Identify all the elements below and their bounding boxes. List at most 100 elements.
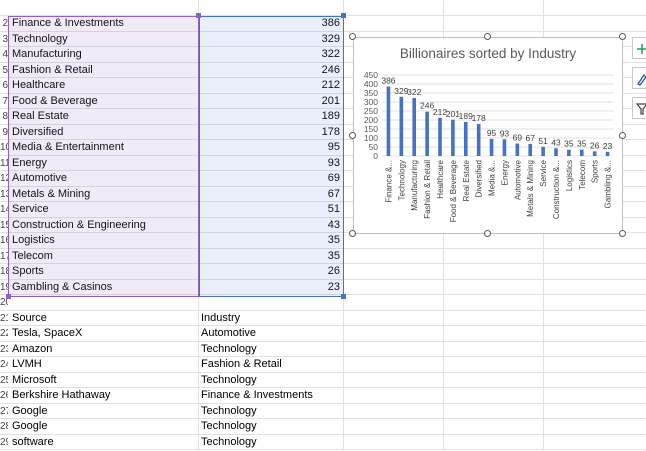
cell[interactable]: Microsoft [8,372,199,387]
cell[interactable] [444,248,544,263]
cell[interactable] [444,403,544,418]
cell[interactable]: Construction & Engineering [8,217,199,232]
cell[interactable] [544,326,646,341]
cell[interactable] [544,249,646,264]
chart-styles-icon[interactable] [632,67,646,89]
cell[interactable]: Google [8,403,199,418]
cell[interactable]: Energy [8,155,199,170]
cell[interactable] [444,310,544,325]
cell[interactable] [544,342,646,357]
cell[interactable]: Sports [8,264,199,279]
cell[interactable]: Technology [8,31,199,46]
cell[interactable]: Real Estate [8,109,199,124]
grid-row[interactable]: 9 Diversified 178 [0,124,646,140]
grid-row[interactable]: 23AmazonTechnology [0,341,646,357]
cell[interactable]: 35 [199,233,344,248]
cell[interactable]: Automotive [199,326,344,341]
cell[interactable]: Service [8,202,199,217]
cell[interactable] [444,326,544,341]
cell[interactable]: Technology [199,434,344,449]
row-header[interactable]: 5 [2,64,8,76]
cell[interactable] [444,295,544,310]
cell[interactable] [544,295,646,310]
cell[interactable] [544,373,646,388]
selection-handle[interactable] [196,13,201,18]
cell[interactable]: Manufacturing [8,47,199,62]
cell[interactable]: Tesla, SpaceX [8,326,199,341]
cell[interactable]: Finance & Investments [8,16,199,31]
row-header[interactable]: 4 [2,49,8,60]
row-header[interactable]: 21 [0,312,8,324]
grid-row[interactable]: 28GoogleTechnology [0,419,646,435]
cell[interactable] [444,372,544,387]
row-header[interactable]: 16 [0,235,8,246]
cell[interactable] [544,264,646,279]
cell[interactable]: 329 [199,31,344,46]
cell[interactable] [199,295,344,310]
chart-elements-icon[interactable] [632,37,646,59]
cell[interactable]: Food & Beverage [8,93,199,108]
grid-row[interactable]: 29softwareTechnology [0,434,646,450]
chart-resize-handle[interactable] [349,230,356,237]
cell[interactable] [544,311,646,326]
row-header[interactable]: 13 [0,188,8,200]
row-header[interactable]: 2 [2,18,8,29]
row-header[interactable]: 23 [0,343,8,355]
grid-row[interactable]: 24LVMHFashion & Retail [0,357,646,373]
cell[interactable]: Berkshire Hathaway [8,388,199,403]
cell[interactable] [544,357,646,372]
row-header[interactable]: 29 [0,436,8,448]
cell[interactable] [444,388,544,403]
cell[interactable]: Technology [199,403,344,418]
row-header[interactable]: 17 [0,250,8,262]
cell[interactable] [444,233,544,248]
cell[interactable] [199,0,344,15]
cell[interactable]: Technology [199,419,344,434]
row-header[interactable]: 10 [0,142,8,153]
cell[interactable]: Technology [199,372,344,387]
chart-resize-handle[interactable] [619,132,626,139]
cell[interactable] [344,341,444,356]
cell[interactable] [544,0,646,15]
grid-row[interactable]: 18Sports26 [0,264,646,280]
cell[interactable] [344,388,444,403]
row-header[interactable]: 28 [0,421,8,432]
row-header[interactable]: 14 [0,204,8,215]
grid-row[interactable]: 16Logistics35 [0,233,646,249]
cell[interactable] [444,0,544,15]
cell[interactable]: Media & Entertainment [8,140,199,155]
chart-resize-handle[interactable] [349,33,356,40]
row-header[interactable]: 22 [0,328,8,339]
cell[interactable] [344,248,444,263]
row-header[interactable]: 9 [2,126,8,138]
cell[interactable] [444,357,544,372]
cell[interactable] [344,372,444,387]
row-header[interactable]: 7 [2,95,8,107]
cell[interactable] [444,341,544,356]
grid-row[interactable]: 6 Healthcare 212 [0,78,646,94]
cell[interactable]: 95 [199,140,344,155]
cell[interactable] [544,388,646,403]
row-header[interactable]: 26 [0,390,8,401]
cell[interactable] [344,279,444,294]
grid-row[interactable]: 17Telecom35 [0,248,646,264]
cell[interactable] [344,326,444,341]
cell[interactable]: Healthcare [8,78,199,93]
cell[interactable]: 322 [199,47,344,62]
cell[interactable]: Logistics [8,233,199,248]
row-header[interactable]: 3 [2,33,8,45]
cell[interactable]: Finance & Investments [199,388,344,403]
chart-resize-handle[interactable] [619,230,626,237]
row-header[interactable]: 24 [0,359,8,370]
cell[interactable]: LVMH [8,357,199,372]
cell[interactable]: Gambling & Casinos [8,279,199,294]
chart-resize-handle[interactable] [619,33,626,40]
cell[interactable]: software [8,434,199,449]
grid-row[interactable]: 20 [0,295,646,311]
cell[interactable] [8,295,199,310]
grid-row[interactable]: 21SourceIndustry [0,310,646,326]
